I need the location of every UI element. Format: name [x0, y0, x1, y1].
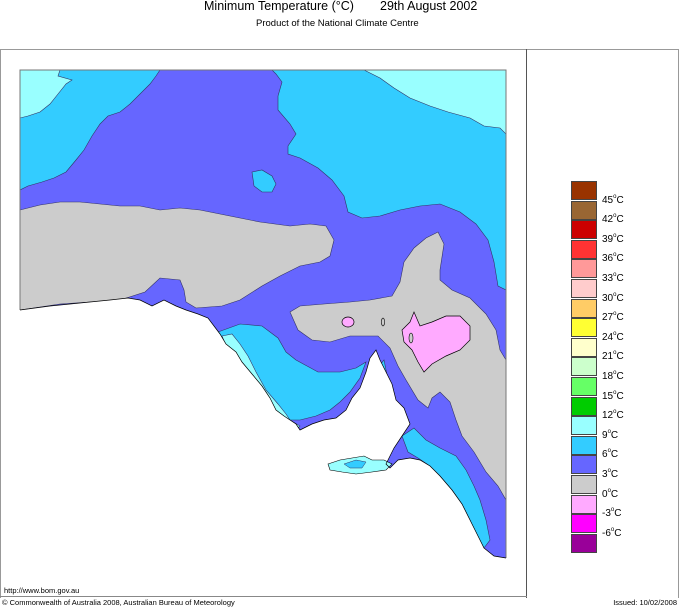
legend-label: 30oC — [602, 291, 624, 304]
legend-label: 36oC — [602, 252, 624, 265]
legend-swatch — [571, 298, 597, 318]
legend-swatch — [571, 318, 597, 338]
legend-swatch — [571, 416, 597, 436]
legend-swatch — [571, 200, 597, 220]
legend-label: 0oC — [602, 487, 619, 500]
legend-label: -6oC — [602, 526, 622, 539]
legend-swatch — [571, 396, 597, 416]
legend-label: 21oC — [602, 350, 624, 363]
legend-label: 9oC — [602, 428, 619, 441]
legend-swatch — [571, 220, 597, 240]
legend-swatch — [571, 533, 597, 553]
legend-swatch — [571, 514, 597, 534]
legend-swatch — [571, 377, 597, 396]
legend-swatch — [571, 494, 597, 514]
legend-label: 18oC — [602, 370, 624, 382]
legend-label: 39oC — [602, 232, 624, 245]
legend-label: 24oC — [602, 330, 624, 343]
legend-label: 12oC — [602, 409, 624, 422]
map-border — [19, 69, 507, 558]
legend-swatch — [571, 475, 597, 494]
legend-label: 6oC — [602, 448, 619, 461]
legend-label: 27oC — [602, 311, 624, 324]
legend-label: 3oC — [602, 468, 619, 480]
coastline — [19, 297, 507, 559]
subtitle: Product of the National Climate Centre — [256, 18, 419, 29]
legend-label: 45oC — [602, 193, 624, 206]
legend-swatch — [571, 259, 597, 279]
legend-label: 33oC — [602, 272, 624, 284]
source-url[interactable]: http://www.bom.gov.au — [4, 586, 80, 595]
title-date: 29th August 2002 — [380, 0, 478, 13]
copyright-notice: © Commonwealth of Australia 2008, Austra… — [2, 598, 235, 607]
issued-date: Issued: 10/02/2008 — [613, 598, 677, 607]
legend-swatch — [571, 279, 597, 298]
legend-label: 15oC — [602, 389, 624, 402]
map-title: Minimum Temperature (°C) 29th August 200… — [0, 0, 680, 15]
map-frame — [0, 49, 679, 598]
legend-swatch — [571, 357, 597, 377]
legend-label: 42oC — [602, 213, 624, 226]
legend-swatch — [571, 435, 597, 455]
legend-label: -3oC — [602, 507, 622, 520]
footer-divider — [0, 596, 527, 597]
legend-swatch — [571, 181, 597, 200]
title-text: Minimum Temperature (°C) — [204, 0, 354, 13]
legend-swatch — [571, 337, 597, 357]
legend-swatch — [571, 239, 597, 259]
legend-swatch — [571, 455, 597, 475]
frame-divider — [526, 49, 527, 598]
map-fill — [20, 70, 506, 558]
